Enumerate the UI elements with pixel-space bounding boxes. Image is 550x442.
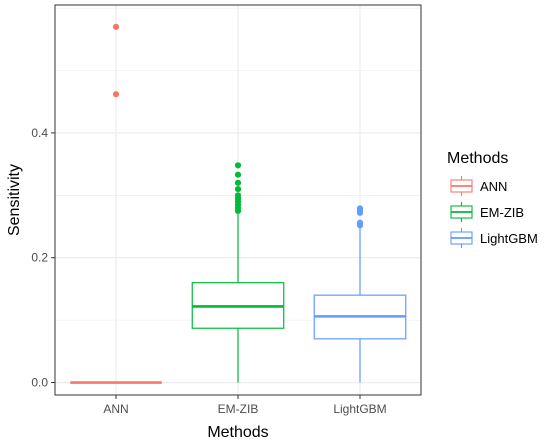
y-tick-label: 0.4 (31, 126, 48, 140)
x-tick-label: EM-ZIB (218, 402, 259, 416)
outlier-point (234, 192, 242, 199)
axes: 0.0 0.2 0.4 ANN EM-ZIB LightGBM (31, 126, 386, 416)
outlier-point (234, 185, 242, 193)
boxes (70, 23, 407, 384)
outlier-point (356, 219, 364, 226)
outlier-point (234, 171, 242, 178)
x-axis-title: Methods (207, 424, 268, 441)
y-tick-label: 0.2 (31, 251, 48, 265)
legend-label: ANN (480, 179, 507, 194)
x-tick-label: ANN (103, 402, 128, 416)
legend-title: Methods (447, 150, 508, 167)
outlier-point (234, 179, 242, 186)
outlier-point (234, 162, 242, 169)
x-tick-label: LightGBM (333, 402, 386, 416)
box-em-zib (191, 162, 285, 383)
box-ann (70, 23, 162, 384)
y-tick-label: 0.0 (31, 376, 48, 390)
outlier-point (112, 91, 120, 98)
outlier-point (112, 23, 120, 30)
outlier-point (356, 205, 364, 212)
y-axis-title: Sensitivity (6, 164, 23, 236)
legend: Methods ANN EM-ZIB LightGBM (447, 150, 538, 248)
box-lightgbm (313, 205, 407, 383)
legend-item-em-zib: EM-ZIB (450, 202, 524, 222)
legend-item-ann: ANN (450, 176, 507, 196)
legend-label: EM-ZIB (480, 205, 524, 220)
legend-label: LightGBM (480, 231, 538, 246)
legend-item-lightgbm: LightGBM (450, 228, 538, 248)
